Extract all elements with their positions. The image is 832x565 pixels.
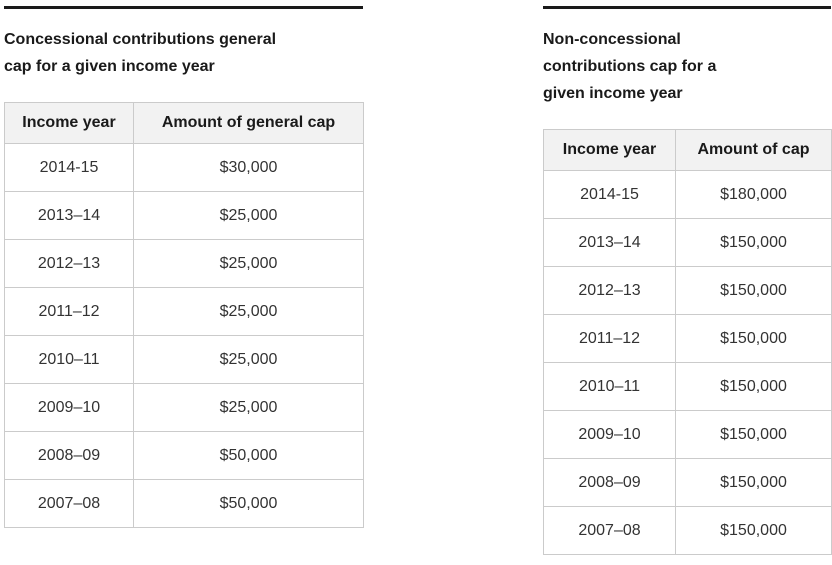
- amount-cell: $150,000: [675, 362, 832, 411]
- income-year-column-header: Income year: [4, 102, 134, 144]
- table-row: 2011–12 $150,000: [543, 314, 832, 363]
- income-year-cell: 2010–11: [4, 335, 134, 384]
- amount-cell: $150,000: [675, 458, 832, 507]
- non-concessional-cap-table: Income year Amount of cap 2014-15 $180,0…: [543, 129, 832, 555]
- amount-cell: $30,000: [133, 143, 364, 192]
- income-year-cell: 2010–11: [543, 362, 676, 411]
- income-year-cell: 2011–12: [543, 314, 676, 363]
- amount-cell: $180,000: [675, 170, 832, 219]
- concessional-cap-table: Income year Amount of general cap 2014-1…: [4, 102, 364, 528]
- amount-column-header: Amount of cap: [675, 129, 832, 171]
- table-row: 2012–13 $150,000: [543, 266, 832, 315]
- amount-cell: $150,000: [675, 506, 832, 555]
- amount-cell: $150,000: [675, 410, 832, 459]
- amount-cell: $150,000: [675, 314, 832, 363]
- table-row: 2007–08 $50,000: [4, 479, 364, 528]
- top-rule: [543, 6, 831, 9]
- income-year-cell: 2011–12: [4, 287, 134, 336]
- amount-cell: $50,000: [133, 431, 364, 480]
- income-year-cell: 2013–14: [4, 191, 134, 240]
- table-row: 2013–14 $25,000: [4, 191, 364, 240]
- income-year-cell: 2014-15: [4, 143, 134, 192]
- table-row: 2008–09 $150,000: [543, 458, 832, 507]
- income-year-cell: 2007–08: [543, 506, 676, 555]
- amount-cell: $25,000: [133, 335, 364, 384]
- amount-cell: $25,000: [133, 287, 364, 336]
- table-row: 2014-15 $30,000: [4, 143, 364, 192]
- income-year-cell: 2012–13: [543, 266, 676, 315]
- amount-column-header: Amount of general cap: [133, 102, 364, 144]
- table-row: 2011–12 $25,000: [4, 287, 364, 336]
- non-concessional-cap-section: Non-concessional contributions cap for a…: [543, 6, 832, 565]
- income-year-cell: 2014-15: [543, 170, 676, 219]
- table-row: 2009–10 $150,000: [543, 410, 832, 459]
- income-year-cell: 2013–14: [543, 218, 676, 267]
- non-concessional-table-title: Non-concessional contributions cap for a…: [543, 31, 717, 102]
- table-row: 2010–11 $150,000: [543, 362, 832, 411]
- income-year-cell: 2008–09: [543, 458, 676, 507]
- table-row: 2007–08 $150,000: [543, 506, 832, 555]
- amount-cell: $25,000: [133, 191, 364, 240]
- amount-cell: $25,000: [133, 383, 364, 432]
- amount-cell: $150,000: [675, 266, 832, 315]
- income-year-column-header: Income year: [543, 129, 676, 171]
- amount-cell: $50,000: [133, 479, 364, 528]
- table-row: 2010–11 $25,000: [4, 335, 364, 384]
- income-year-cell: 2007–08: [4, 479, 134, 528]
- income-year-cell: 2009–10: [543, 410, 676, 459]
- concessional-table-title: Concessional contributions general cap f…: [4, 31, 277, 75]
- income-year-cell: 2009–10: [4, 383, 134, 432]
- income-year-cell: 2008–09: [4, 431, 134, 480]
- amount-cell: $150,000: [675, 218, 832, 267]
- table-row: 2009–10 $25,000: [4, 383, 364, 432]
- table-row: 2013–14 $150,000: [543, 218, 832, 267]
- table-row: 2008–09 $50,000: [4, 431, 364, 480]
- table-row: 2014-15 $180,000: [543, 170, 832, 219]
- top-rule: [4, 6, 363, 9]
- header-row: Income year Amount of cap: [543, 129, 832, 171]
- table-row: 2012–13 $25,000: [4, 239, 364, 288]
- income-year-cell: 2012–13: [4, 239, 134, 288]
- header-row: Income year Amount of general cap: [4, 102, 364, 144]
- amount-cell: $25,000: [133, 239, 364, 288]
- concessional-cap-section: Concessional contributions general cap f…: [4, 6, 364, 565]
